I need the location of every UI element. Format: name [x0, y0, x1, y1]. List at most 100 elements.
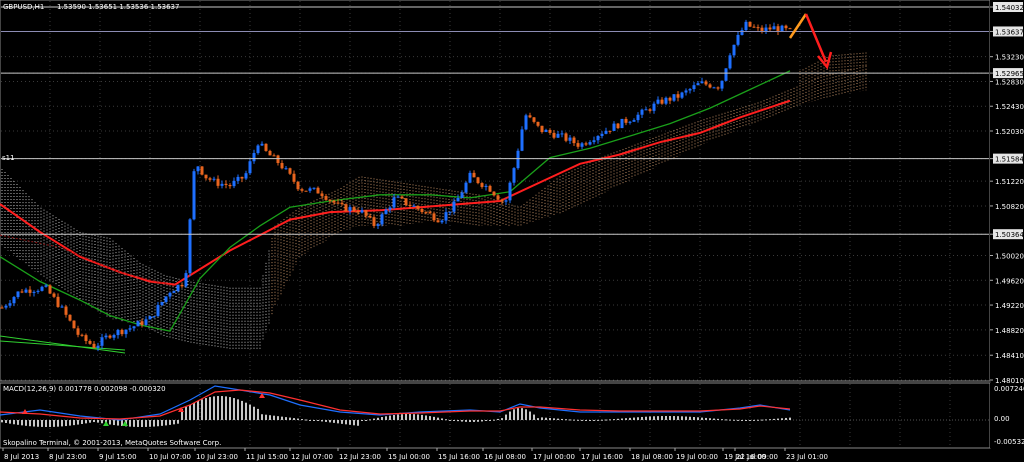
macd-histogram-bar: [357, 420, 359, 426]
macd-histogram-bar: [485, 420, 487, 421]
candle-body: [376, 224, 380, 226]
moving-average-lines: [0, 70, 791, 354]
macd-histogram-bar: [761, 419, 763, 421]
macd-histogram-bar: [661, 416, 663, 420]
price-label: 1.48010: [995, 377, 1024, 385]
candle-body: [244, 173, 248, 179]
candle-body: [356, 211, 360, 213]
candle-body: [268, 150, 272, 156]
candle-body: [152, 316, 156, 318]
candle-body: [696, 83, 700, 86]
macd-histogram-bar: [725, 419, 727, 421]
macd-histogram-bar: [285, 417, 287, 420]
price-label: 1.51584: [995, 156, 1024, 164]
macd-histogram-bar: [101, 420, 103, 424]
macd-histogram-bar: [349, 420, 351, 425]
macd-histogram-bar: [481, 420, 483, 422]
candle-body: [500, 199, 504, 202]
candle-body: [720, 80, 724, 89]
candle-body: [8, 303, 12, 306]
macd-histogram-bar: [29, 420, 31, 427]
candle-body: [684, 90, 688, 93]
candle-body: [424, 212, 428, 214]
macd-marker: [259, 393, 265, 398]
time-axis[interactable]: 8 Jul 2013 8 Jul 23:00 9 Jul 15:00 10 Jul 0…: [2, 448, 828, 461]
macd-histogram-bar: [701, 417, 703, 420]
candle-body: [760, 27, 764, 32]
candle-body: [304, 190, 308, 192]
candle-body: [668, 97, 672, 101]
candle-body: [208, 178, 212, 180]
candle-body: [180, 284, 184, 287]
candle-body: [212, 178, 216, 180]
macd-histogram-bar: [733, 419, 735, 421]
macd-histogram-bar: [769, 419, 771, 421]
candle-body: [476, 177, 480, 184]
macd-histogram-bar: [653, 416, 655, 420]
candle-body: [572, 137, 576, 144]
candle-body: [280, 163, 284, 169]
macd-histogram-bar: [505, 414, 507, 420]
time-label: 11 Jul 15:00: [246, 453, 288, 461]
horizontal-level-lines[interactable]: [1, 6, 989, 235]
macd-histogram-bar: [21, 420, 23, 426]
macd-histogram-bar: [389, 415, 391, 420]
candle-body: [556, 133, 560, 138]
candle-body: [360, 210, 364, 213]
macd-indicator: [0, 385, 989, 427]
macd-histogram-bar: [241, 400, 243, 420]
candle-body: [456, 197, 460, 202]
macd-histogram-bar: [681, 416, 683, 420]
macd-histogram-bar: [253, 406, 255, 420]
macd-histogram-bar: [465, 420, 467, 422]
candle-body: [132, 326, 136, 329]
candle-body: [264, 143, 268, 151]
macd-histogram-bar: [517, 408, 519, 420]
macd-histogram-bar: [513, 409, 515, 420]
candle-body: [120, 329, 124, 335]
macd-histogram-bar: [265, 414, 267, 420]
macd-histogram-bar: [501, 418, 503, 420]
macd-panel[interactable]: [0, 382, 991, 449]
price-label: 1.53230: [995, 54, 1024, 62]
candle-body: [520, 129, 524, 151]
time-label: 19 Jul 00:00: [676, 453, 718, 461]
macd-histogram-bar: [289, 417, 291, 420]
macd-histogram-bar: [785, 417, 787, 420]
candle-body: [628, 121, 632, 123]
price-label: 1.49220: [995, 302, 1024, 310]
candle-body: [228, 184, 232, 187]
time-label: 19 Jul 16:00: [724, 453, 766, 461]
candle-body: [420, 208, 424, 213]
candle-body: [548, 129, 552, 133]
macd-histogram-bar: [181, 408, 183, 420]
macd-histogram-bar: [609, 419, 611, 421]
candle-body: [444, 212, 448, 221]
macd-histogram-bar: [677, 416, 679, 420]
macd-histogram-bar: [521, 408, 523, 420]
candle-body: [688, 89, 692, 91]
macd-histogram-bar: [753, 419, 755, 421]
candle-body: [0, 307, 4, 309]
price-label: 1.49620: [995, 277, 1024, 285]
macd-histogram-bar: [277, 416, 279, 420]
macd-histogram-bar: [657, 416, 659, 420]
macd-histogram-bar: [397, 414, 399, 420]
macd-histogram-bar: [361, 420, 363, 421]
candle-body: [712, 87, 716, 89]
macd-histogram-bar: [773, 418, 775, 420]
candle-body: [40, 286, 44, 291]
candle-body: [452, 201, 456, 212]
macd-histogram-bar: [393, 414, 395, 420]
candle-body: [540, 125, 544, 132]
ma-red-line: [0, 99, 791, 286]
candle-body: [308, 188, 312, 191]
macd-histogram-bar: [569, 419, 571, 421]
candle-body: [260, 143, 264, 146]
macd-histogram-bar: [33, 420, 35, 427]
candle-body: [468, 172, 472, 183]
macd-histogram-bar: [741, 419, 743, 421]
macd-histogram-bar: [489, 420, 491, 421]
